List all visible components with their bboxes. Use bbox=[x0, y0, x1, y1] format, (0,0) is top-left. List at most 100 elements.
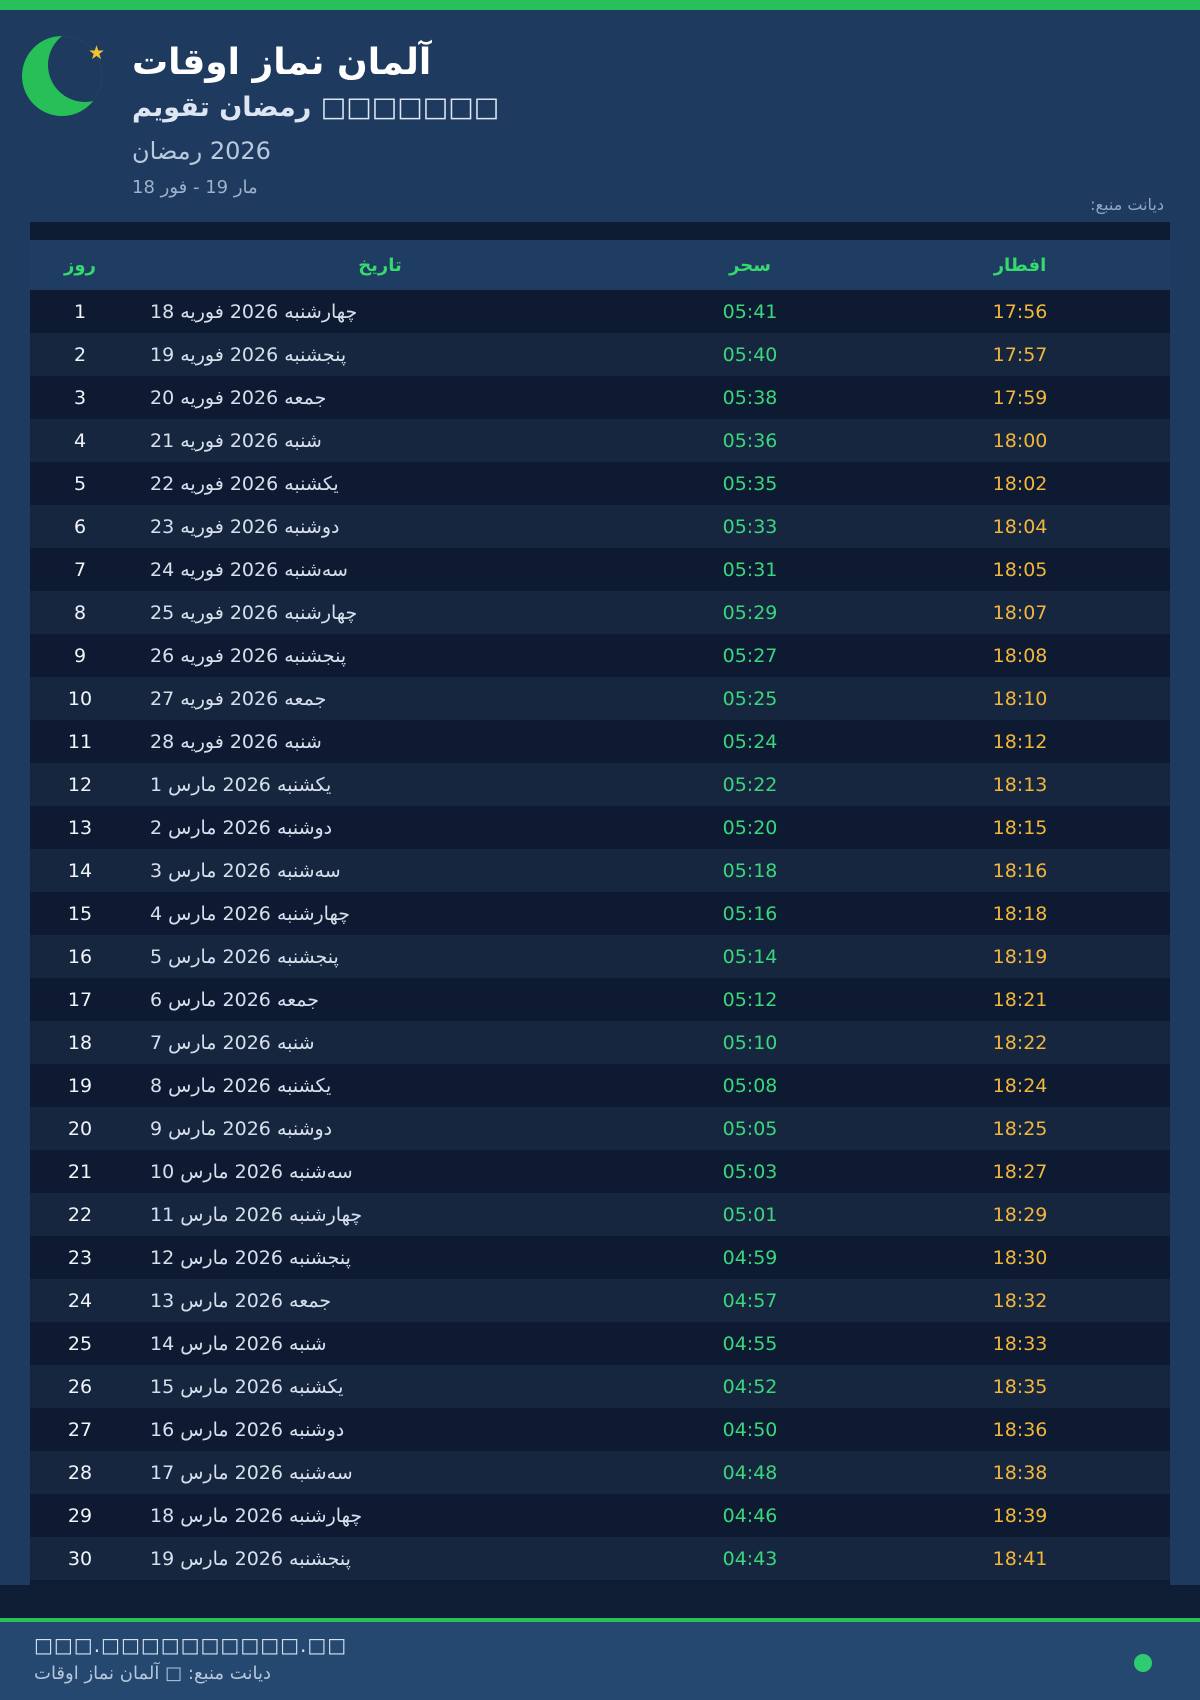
table-row: 4 21 فوریه 2026 شنبه 05:36 18:00 bbox=[30, 419, 1170, 462]
iftar-time-cell: 18:35 bbox=[992, 1375, 1048, 1398]
date-cell: 22 فوریه 2026 یکشنبه bbox=[150, 472, 339, 495]
suhoor-time-cell: 04:57 bbox=[722, 1289, 778, 1312]
iftar-time-cell: 17:59 bbox=[992, 386, 1048, 409]
suhoor-time-cell: 04:52 bbox=[722, 1375, 778, 1398]
table-header-row: روز تاریخ سحر افطار bbox=[30, 240, 1170, 290]
suhoor-time-cell: 05:24 bbox=[722, 730, 778, 753]
date-cell: 19 فوریه 2026 پنجشنبه bbox=[150, 343, 347, 366]
suhoor-time-cell: 05:25 bbox=[722, 687, 778, 710]
star-icon: ★ bbox=[88, 42, 106, 64]
table-row: 23 12 مارس 2026 پنجشنبه 04:59 18:30 bbox=[30, 1236, 1170, 1279]
crescent-moon-icon bbox=[22, 36, 102, 116]
suhoor-time-cell: 05:31 bbox=[722, 558, 778, 581]
date-cell: 7 مارس 2026 شنبه bbox=[150, 1031, 315, 1054]
suhoor-time-cell: 05:40 bbox=[722, 343, 778, 366]
table-row: 3 20 فوریه 2026 جمعه 05:38 17:59 bbox=[30, 376, 1170, 419]
date-cell: 3 مارس 2026 سه‌شنبه bbox=[150, 859, 341, 882]
table-row: 16 5 مارس 2026 پنجشنبه 05:14 18:19 bbox=[30, 935, 1170, 978]
table-row: 11 28 فوریه 2026 شنبه 05:24 18:12 bbox=[30, 720, 1170, 763]
date-cell: 18 فوریه 2026 چهارشنبه bbox=[150, 300, 358, 323]
table-row: 22 11 مارس 2026 چهارشنبه 05:01 18:29 bbox=[30, 1193, 1170, 1236]
table-row: 2 19 فوریه 2026 پنجشنبه 05:40 17:57 bbox=[30, 333, 1170, 376]
iftar-time-cell: 18:12 bbox=[992, 730, 1048, 753]
day-cell: 22 bbox=[67, 1203, 93, 1226]
day-cell: 3 bbox=[73, 386, 87, 409]
iftar-time-cell: 18:19 bbox=[992, 945, 1048, 968]
day-cell: 2 bbox=[73, 343, 87, 366]
bottom-strip bbox=[0, 1585, 1200, 1618]
date-cell: 13 مارس 2026 جمعه bbox=[150, 1289, 332, 1312]
day-cell: 13 bbox=[67, 816, 93, 839]
suhoor-time-cell: 04:50 bbox=[722, 1418, 778, 1441]
day-cell: 24 bbox=[67, 1289, 93, 1312]
day-cell: 15 bbox=[67, 902, 93, 925]
table-row: 28 17 مارس 2026 سه‌شنبه 04:48 18:38 bbox=[30, 1451, 1170, 1494]
day-cell: 14 bbox=[67, 859, 93, 882]
iftar-time-cell: 18:30 bbox=[992, 1246, 1048, 1269]
date-cell: 12 مارس 2026 پنجشنبه bbox=[150, 1246, 351, 1269]
iftar-time-cell: 18:39 bbox=[992, 1504, 1048, 1527]
iftar-time-cell: 18:38 bbox=[992, 1461, 1048, 1484]
table-row: 1 18 فوریه 2026 چهارشنبه 05:41 17:56 bbox=[30, 290, 1170, 333]
table-row: 27 16 مارس 2026 دوشنبه 04:50 18:36 bbox=[30, 1408, 1170, 1451]
table-row: 10 27 فوریه 2026 جمعه 05:25 18:10 bbox=[30, 677, 1170, 720]
column-header-day: روز bbox=[64, 254, 96, 276]
footer-website-text: □□□.□□□□□□□□□□.□□ bbox=[34, 1633, 348, 1657]
suhoor-time-cell: 05:35 bbox=[722, 472, 778, 495]
suhoor-time-cell: 05:16 bbox=[722, 902, 778, 925]
date-cell: 11 مارس 2026 چهارشنبه bbox=[150, 1203, 363, 1226]
table-row: 30 19 مارس 2026 پنجشنبه 04:43 18:41 bbox=[30, 1537, 1170, 1580]
table-row: 8 25 فوریه 2026 چهارشنبه 05:29 18:07 bbox=[30, 591, 1170, 634]
day-cell: 19 bbox=[67, 1074, 93, 1097]
date-cell: 6 مارس 2026 جمعه bbox=[150, 988, 320, 1011]
date-cell: 15 مارس 2026 یکشنبه bbox=[150, 1375, 344, 1398]
column-header-suhoor: سحر bbox=[729, 254, 771, 276]
table-row: 17 6 مارس 2026 جمعه 05:12 18:21 bbox=[30, 978, 1170, 1021]
suhoor-time-cell: 05:29 bbox=[722, 601, 778, 624]
day-cell: 16 bbox=[67, 945, 93, 968]
top-accent-bar bbox=[0, 0, 1200, 10]
table-row: 20 9 مارس 2026 دوشنبه 05:05 18:25 bbox=[30, 1107, 1170, 1150]
page-header: ★ اوقات نماز آلمان تقویم رمضان □□□□□□□ ر… bbox=[0, 10, 1200, 222]
iftar-time-cell: 18:36 bbox=[992, 1418, 1048, 1441]
suhoor-time-cell: 05:38 bbox=[722, 386, 778, 409]
date-cell: 28 فوریه 2026 شنبه bbox=[150, 730, 322, 753]
suhoor-time-cell: 05:27 bbox=[722, 644, 778, 667]
day-cell: 23 bbox=[67, 1246, 93, 1269]
date-cell: 25 فوریه 2026 چهارشنبه bbox=[150, 601, 358, 624]
table-row: 9 26 فوریه 2026 پنجشنبه 05:27 18:08 bbox=[30, 634, 1170, 677]
table-row: 24 13 مارس 2026 جمعه 04:57 18:32 bbox=[30, 1279, 1170, 1322]
day-cell: 10 bbox=[67, 687, 93, 710]
page-title: اوقات نماز آلمان bbox=[132, 42, 432, 83]
suhoor-time-cell: 05:01 bbox=[722, 1203, 778, 1226]
date-cell: 2 مارس 2026 دوشنبه bbox=[150, 816, 333, 839]
status-dot bbox=[1134, 1654, 1152, 1672]
day-cell: 25 bbox=[67, 1332, 93, 1355]
date-cell: 19 مارس 2026 پنجشنبه bbox=[150, 1547, 351, 1570]
iftar-time-cell: 18:15 bbox=[992, 816, 1048, 839]
iftar-time-cell: 18:02 bbox=[992, 472, 1048, 495]
iftar-time-cell: 18:33 bbox=[992, 1332, 1048, 1355]
suhoor-time-cell: 05:12 bbox=[722, 988, 778, 1011]
suhoor-time-cell: 05:08 bbox=[722, 1074, 778, 1097]
table-row: 14 3 مارس 2026 سه‌شنبه 05:18 18:16 bbox=[30, 849, 1170, 892]
suhoor-time-cell: 04:43 bbox=[722, 1547, 778, 1570]
day-cell: 26 bbox=[67, 1375, 93, 1398]
day-cell: 20 bbox=[67, 1117, 93, 1140]
day-cell: 1 bbox=[73, 300, 87, 323]
day-cell: 11 bbox=[67, 730, 93, 753]
suhoor-time-cell: 05:36 bbox=[722, 429, 778, 452]
date-cell: 17 مارس 2026 سه‌شنبه bbox=[150, 1461, 353, 1484]
date-cell: 21 فوریه 2026 شنبه bbox=[150, 429, 322, 452]
date-cell: 20 فوریه 2026 جمعه bbox=[150, 386, 327, 409]
day-cell: 12 bbox=[67, 773, 93, 796]
suhoor-time-cell: 04:48 bbox=[722, 1461, 778, 1484]
day-cell: 18 bbox=[67, 1031, 93, 1054]
iftar-time-cell: 18:08 bbox=[992, 644, 1048, 667]
table-row: 12 1 مارس 2026 یکشنبه 05:22 18:13 bbox=[30, 763, 1170, 806]
suhoor-time-cell: 05:10 bbox=[722, 1031, 778, 1054]
suhoor-time-cell: 05:33 bbox=[722, 515, 778, 538]
iftar-time-cell: 17:57 bbox=[992, 343, 1048, 366]
day-cell: 28 bbox=[67, 1461, 93, 1484]
suhoor-time-cell: 05:03 bbox=[722, 1160, 778, 1183]
